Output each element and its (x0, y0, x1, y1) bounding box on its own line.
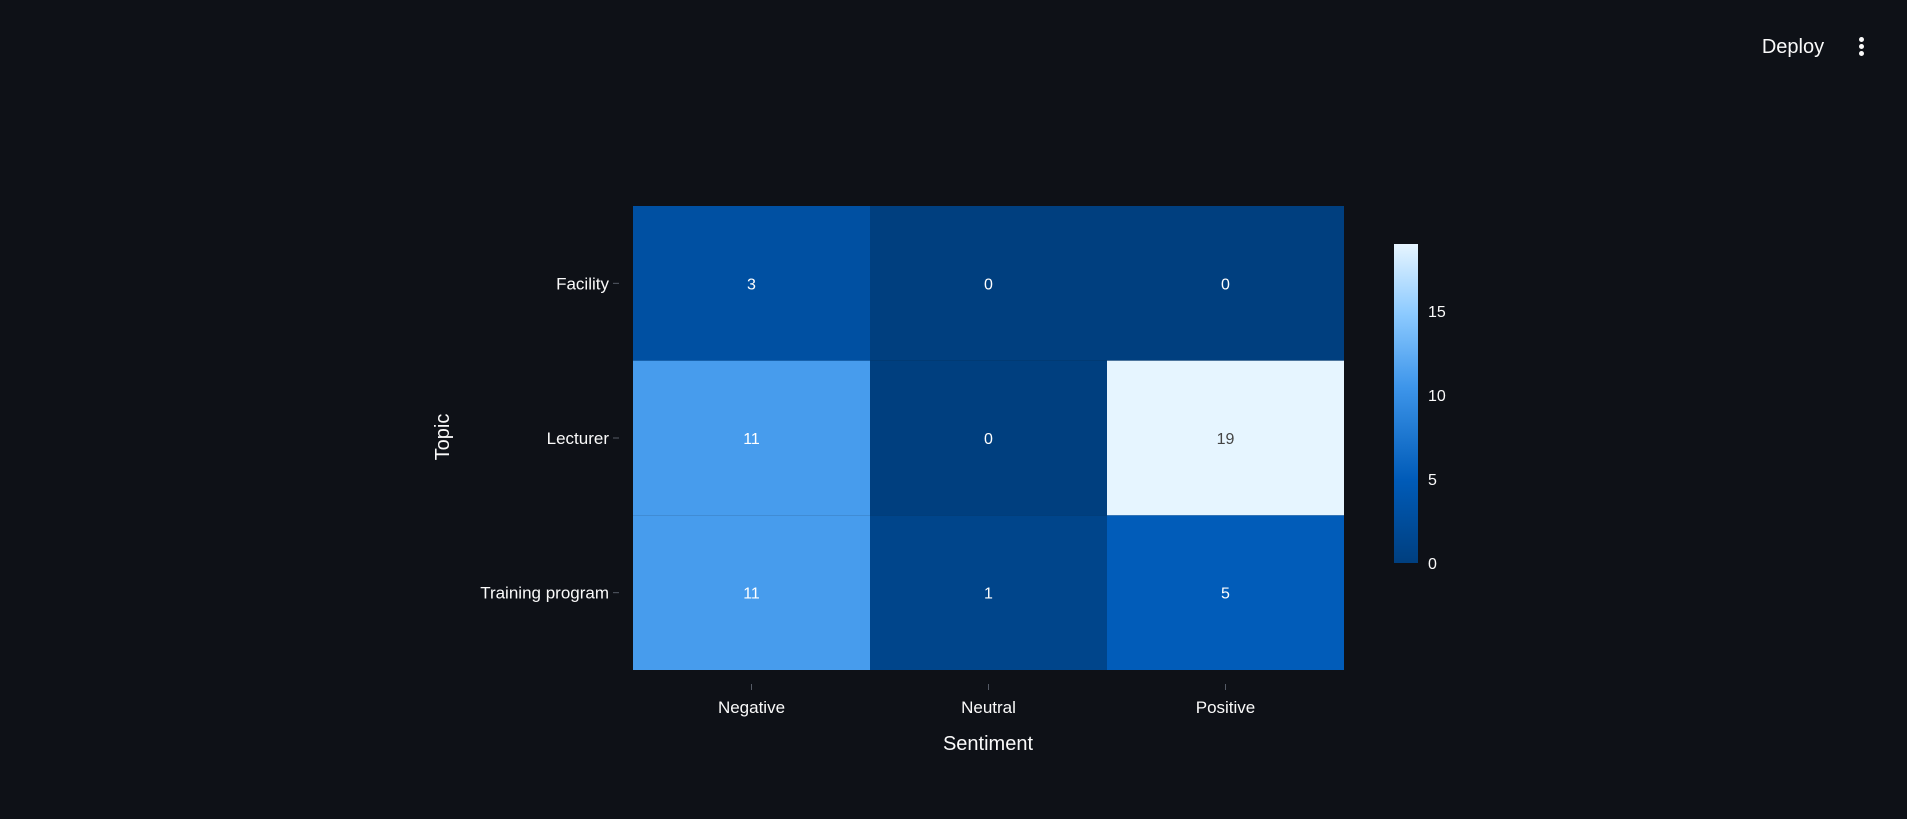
heatmap-cell[interactable] (1107, 515, 1344, 670)
heatmap-cell-label: 0 (1221, 276, 1230, 293)
x-axis-title: Sentiment (943, 733, 1033, 755)
heatmap-cell-label: 11 (743, 586, 760, 603)
heatmap-cell[interactable] (1107, 360, 1344, 516)
heatmap-cell-label: 0 (984, 276, 993, 293)
heatmap-cells (633, 206, 1344, 670)
colorbar-tick-label: 0 (1428, 556, 1437, 573)
heatmap-cell[interactable] (870, 515, 1107, 670)
heatmap-cell-label: 1 (984, 586, 993, 603)
colorbar-tick-label: 10 (1428, 388, 1446, 405)
x-axis: Negative Neutral Positive (718, 684, 1255, 717)
x-tick-label: Negative (718, 698, 785, 717)
deploy-button[interactable]: Deploy (1761, 36, 1825, 58)
heatmap-cell-label: 0 (984, 431, 993, 448)
x-tick-label: Neutral (961, 698, 1016, 717)
heatmap-cell[interactable] (1107, 206, 1344, 361)
colorbar-tick-label: 15 (1428, 304, 1446, 321)
heatmap-cell-label: 3 (747, 276, 756, 293)
x-tick-label: Positive (1196, 698, 1256, 717)
heatmap-cell-label: 11 (743, 431, 760, 448)
colorbar: 0 5 10 15 (1394, 244, 1446, 573)
heatmap-cell-label: 19 (1217, 431, 1235, 448)
y-tick-label: Facility (556, 274, 609, 293)
heatmap-cell[interactable] (633, 360, 870, 516)
heatmap-cell[interactable] (870, 206, 1107, 361)
y-axis: Facility Lecturer Training program (480, 274, 619, 603)
heatmap-cell[interactable] (633, 515, 870, 670)
colorbar-gradient (1394, 244, 1418, 563)
heatmap-cell[interactable] (633, 206, 870, 361)
y-axis-title: Topic (432, 414, 454, 461)
colorbar-tick-label: 5 (1428, 472, 1437, 489)
more-vertical-icon[interactable] (1848, 30, 1876, 64)
y-tick-label: Training program (480, 584, 609, 603)
y-tick-label: Lecturer (547, 429, 610, 448)
app-header: Deploy (0, 0, 1907, 94)
heatmap-cell[interactable] (870, 360, 1107, 516)
heatmap-cell-label: 5 (1221, 586, 1230, 603)
